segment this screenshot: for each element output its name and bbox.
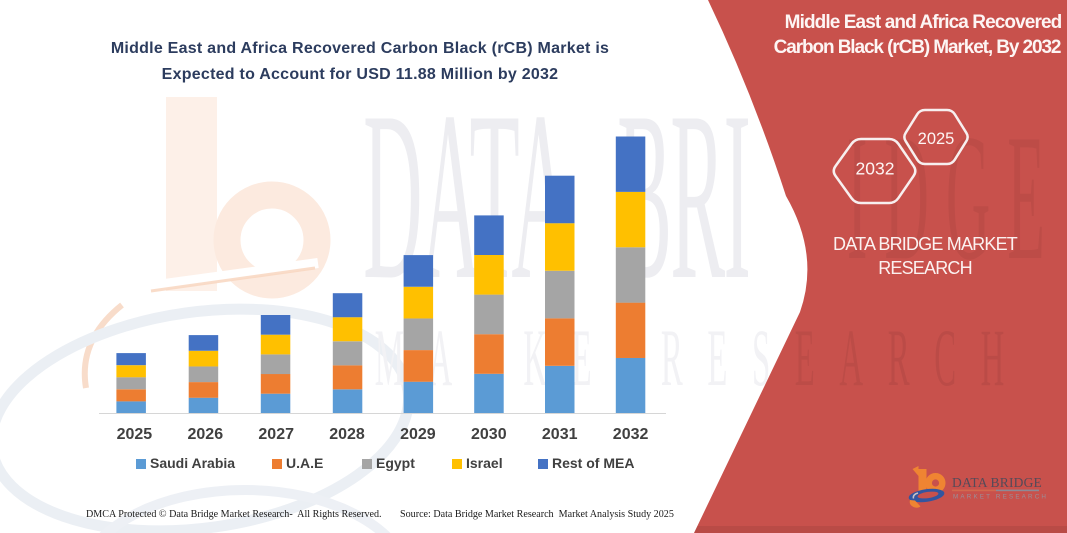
svg-text:DATA BRIDGE: DATA BRIDGE — [952, 475, 1042, 490]
svg-text:2025: 2025 — [918, 130, 955, 148]
svg-text:2032: 2032 — [856, 159, 895, 179]
svg-text:IDGE: IDGE — [847, 99, 1062, 299]
svg-text:MARKET RESEARCH: MARKET RESEARCH — [953, 494, 1048, 501]
svg-text:MARKETRESEARCH: MARKETRESEARCH — [375, 311, 1029, 403]
